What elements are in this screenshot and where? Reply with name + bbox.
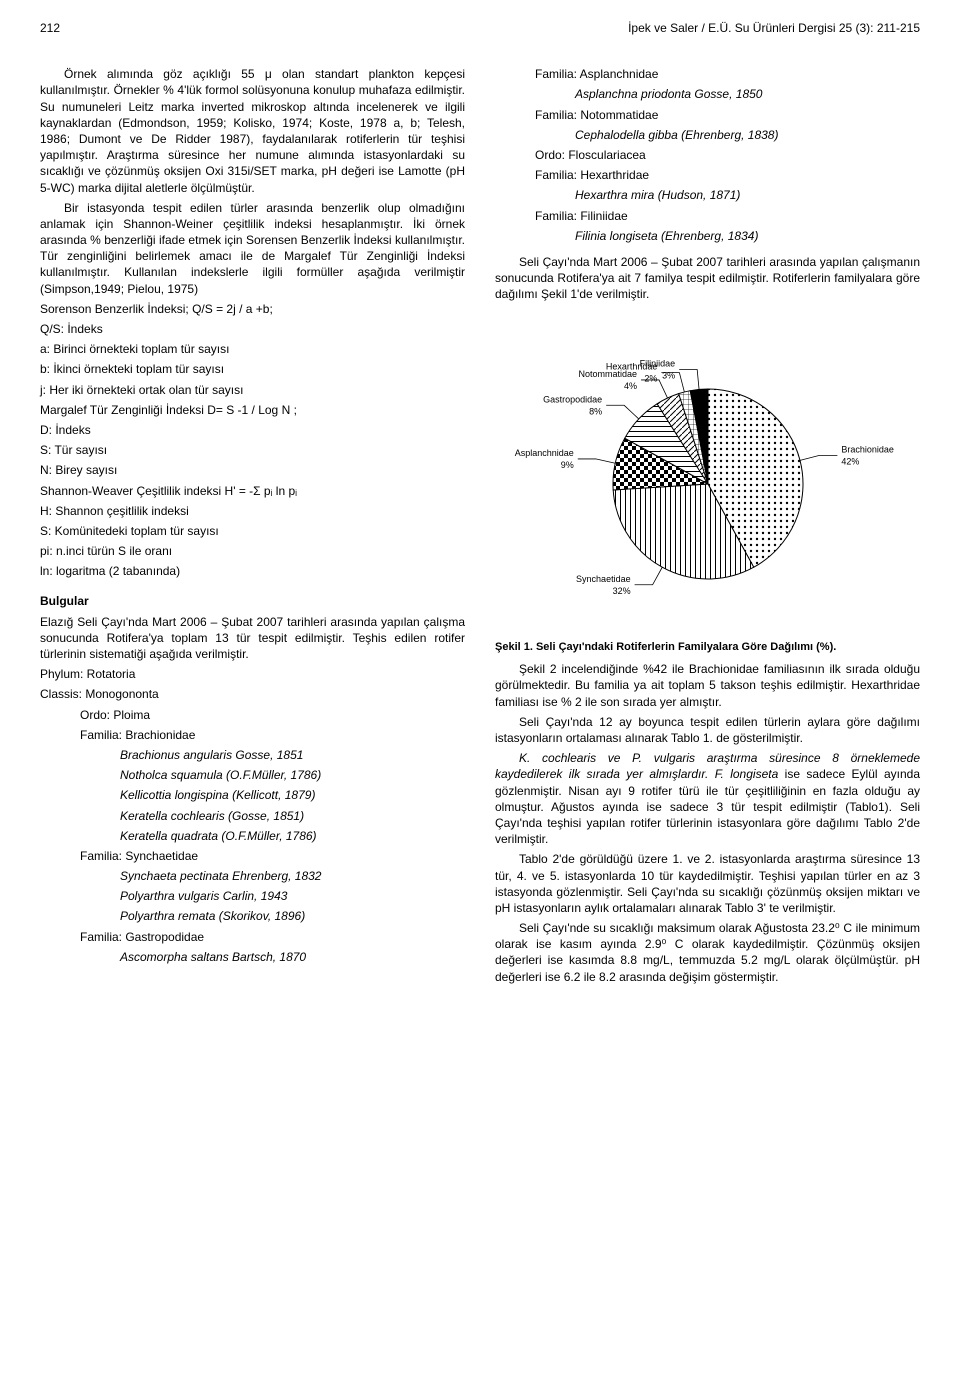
formula-line: b: İkinci örnekteki toplam tür sayısı bbox=[40, 361, 465, 377]
taxon: Ordo: Flosculariacea bbox=[495, 147, 920, 163]
running-header: 212 İpek ve Saler / E.Ü. Su Ürünleri Der… bbox=[40, 20, 920, 36]
pie-label: Gastropodidae bbox=[543, 395, 602, 405]
taxon: Familia: Brachionidae bbox=[40, 727, 465, 743]
article-body: Örnek alımında göz açıklığı 55 μ olan st… bbox=[40, 66, 920, 985]
leader-line bbox=[800, 456, 837, 461]
formula-line: ln: logaritma (2 tabanında) bbox=[40, 563, 465, 579]
formula-line: H: Shannon çeşitlilik indeksi bbox=[40, 503, 465, 519]
formula-line: a: Birinci örnekteki toplam tür sayısı bbox=[40, 341, 465, 357]
taxon: Familia: Synchaetidae bbox=[40, 848, 465, 864]
figure-1-caption: Şekil 1. Seli Çayı'ndaki Rotiferlerin Fa… bbox=[495, 640, 920, 655]
leader-line bbox=[634, 568, 662, 586]
results-paragraph: Seli Çayı'nde su sıcaklığı maksimum olar… bbox=[495, 920, 920, 985]
species: Kellicottia longispina (Kellicott, 1879) bbox=[40, 787, 465, 803]
taxon: Familia: Filiniidae bbox=[495, 208, 920, 224]
leader-line bbox=[679, 370, 699, 390]
taxon: Familia: Hexarthridae bbox=[495, 167, 920, 183]
results-paragraph: Seli Çayı'nda 12 ay boyunca tespit edile… bbox=[495, 714, 920, 746]
results-paragraph: Seli Çayı'nda Mart 2006 – Şubat 2007 tar… bbox=[495, 254, 920, 303]
results-paragraph: Şekil 2 incelendiğinde %42 ile Brachioni… bbox=[495, 661, 920, 710]
pie-value: 42% bbox=[841, 457, 859, 467]
formula-line: N: Birey sayısı bbox=[40, 462, 465, 478]
section-heading-bulgular: Bulgular bbox=[40, 593, 465, 609]
results-paragraph: Tablo 2'de görüldüğü üzere 1. ve 2. ista… bbox=[495, 851, 920, 916]
species: Keratella cochlearis (Gosse, 1851) bbox=[40, 808, 465, 824]
pie-value: 32% bbox=[612, 586, 630, 596]
pie-value: 8% bbox=[589, 407, 602, 417]
taxon: Classis: Monogononta bbox=[40, 686, 465, 702]
formula-line: Margalef Tür Zenginliği İndeksi D= S -1 … bbox=[40, 402, 465, 418]
leader-line bbox=[606, 406, 639, 420]
formula-line: pi: n.inci türün S ile oranı bbox=[40, 543, 465, 559]
species: Keratella quadrata (O.F.Müller, 1786) bbox=[40, 828, 465, 844]
species: Polyarthra vulgaris Carlin, 1943 bbox=[40, 888, 465, 904]
species: Brachionus angularis Gosse, 1851 bbox=[40, 747, 465, 763]
leader-line bbox=[577, 459, 615, 463]
figure-1-pie-chart: Brachionidae 42% Synchaetidae 32% Asplanchni… bbox=[495, 314, 920, 655]
formula-line: S: Komünitedeki toplam tür sayısı bbox=[40, 523, 465, 539]
formula-line: Shannon-Weaver Çeşitlilik indeksi H' = -… bbox=[40, 483, 465, 499]
formula-line: S: Tür sayısı bbox=[40, 442, 465, 458]
methodology-paragraph-1: Örnek alımında göz açıklığı 55 μ olan st… bbox=[40, 66, 465, 196]
methodology-paragraph-2: Bir istasyonda tespit edilen türler aras… bbox=[40, 200, 465, 297]
taxon: Familia: Notommatidae bbox=[495, 107, 920, 123]
formula-line: D: İndeks bbox=[40, 422, 465, 438]
taxon: Familia: Asplanchnidae bbox=[495, 66, 920, 82]
species: Hexarthra mira (Hudson, 1871) bbox=[495, 187, 920, 203]
pie-value: 4% bbox=[624, 381, 637, 391]
species: Ascomorpha saltans Bartsch, 1870 bbox=[40, 949, 465, 965]
page-number: 212 bbox=[40, 20, 60, 36]
pie-label: Synchaetidae bbox=[576, 574, 631, 584]
pie-chart-svg: Brachionidae 42% Synchaetidae 32% Asplanchni… bbox=[508, 314, 908, 634]
pie-label: Brachionidae bbox=[841, 445, 894, 455]
figure-1-caption-text: Şekil 1. Seli Çayı'ndaki Rotiferlerin Fa… bbox=[495, 641, 836, 653]
taxon: Familia: Gastropodidae bbox=[40, 929, 465, 945]
species: Synchaeta pectinata Ehrenberg, 1832 bbox=[40, 868, 465, 884]
species: Cephalodella gibba (Ehrenberg, 1838) bbox=[495, 127, 920, 143]
pie-label: Filiniidae bbox=[639, 359, 675, 369]
formula-line: Sorenson Benzerlik İndeksi; Q/S = 2j / a… bbox=[40, 301, 465, 317]
taxon: Phylum: Rotatoria bbox=[40, 666, 465, 682]
formula-line: j: Her iki örnekteki ortak olan tür sayı… bbox=[40, 382, 465, 398]
pie-value: 2% bbox=[644, 374, 657, 384]
species: Polyarthra remata (Skorikov, 1896) bbox=[40, 908, 465, 924]
pie-label: Asplanchnidae bbox=[514, 448, 573, 458]
formula-line: Q/S: İndeks bbox=[40, 321, 465, 337]
species: Asplanchna priodonta Gosse, 1850 bbox=[495, 86, 920, 102]
pie-value: 3% bbox=[662, 371, 675, 381]
species: Filinia longiseta (Ehrenberg, 1834) bbox=[495, 228, 920, 244]
running-title: İpek ve Saler / E.Ü. Su Ürünleri Dergisi… bbox=[628, 20, 920, 36]
taxon: Ordo: Ploima bbox=[40, 707, 465, 723]
results-paragraph: K. cochlearis ve P. vulgaris araştırma s… bbox=[495, 750, 920, 847]
species: Notholca squamula (O.F.Müller, 1786) bbox=[40, 767, 465, 783]
results-paragraph: Elazığ Seli Çayı'nda Mart 2006 – Şubat 2… bbox=[40, 614, 465, 663]
pie-value: 9% bbox=[560, 460, 573, 470]
